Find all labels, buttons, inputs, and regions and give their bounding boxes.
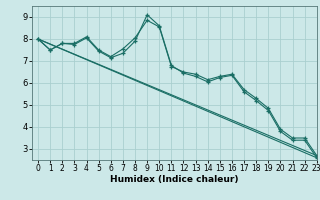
X-axis label: Humidex (Indice chaleur): Humidex (Indice chaleur) [110, 175, 239, 184]
